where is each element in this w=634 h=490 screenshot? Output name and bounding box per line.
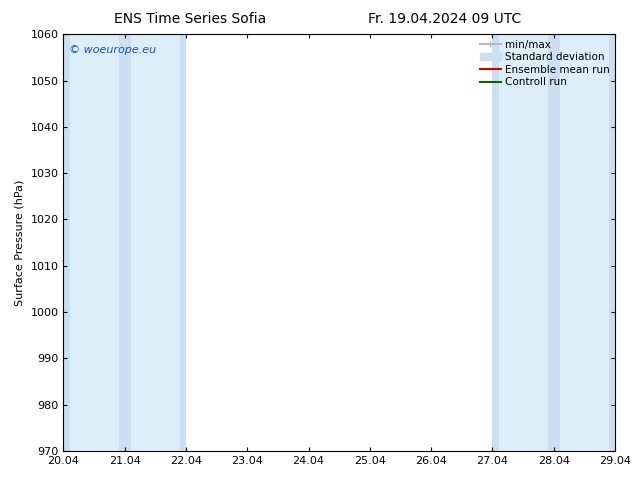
- Y-axis label: Surface Pressure (hPa): Surface Pressure (hPa): [15, 179, 25, 306]
- Bar: [553, 34, 615, 451]
- Bar: [63, 34, 125, 451]
- Text: ENS Time Series Sofia: ENS Time Series Sofia: [114, 12, 266, 26]
- Bar: [125, 34, 186, 451]
- Bar: [560, 34, 609, 451]
- Bar: [493, 34, 553, 451]
- Text: Fr. 19.04.2024 09 UTC: Fr. 19.04.2024 09 UTC: [368, 12, 521, 26]
- Text: © woeurope.eu: © woeurope.eu: [69, 45, 156, 55]
- Bar: [498, 34, 548, 451]
- Legend: min/max, Standard deviation, Ensemble mean run, Controll run: min/max, Standard deviation, Ensemble me…: [478, 37, 612, 89]
- Bar: [131, 34, 180, 451]
- Bar: [70, 34, 119, 451]
